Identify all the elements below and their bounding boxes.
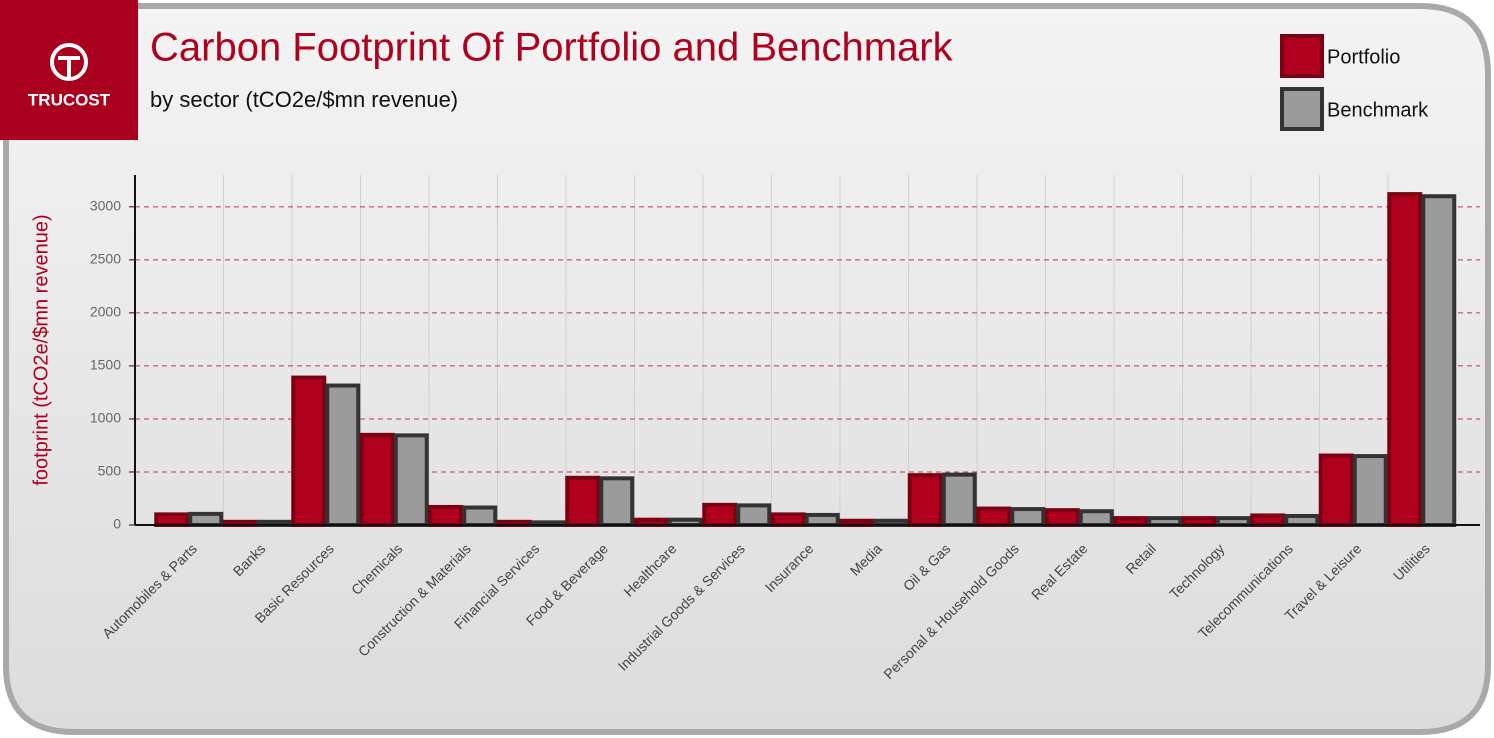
bar: [1352, 454, 1388, 527]
y-axis-title: footprint (tCO2e/$mn revenue): [30, 214, 52, 485]
bar: [393, 433, 429, 527]
bar: [1387, 192, 1423, 527]
bar: [1318, 453, 1354, 527]
bar: [462, 505, 498, 527]
y-tick-label: 500: [98, 463, 122, 479]
y-tick-label: 3000: [90, 198, 121, 214]
bar: [1113, 516, 1149, 528]
logo-text: TRUCOST: [28, 90, 111, 109]
legend-label: Portfolio: [1327, 46, 1400, 68]
bar: [359, 432, 395, 527]
bar: [1010, 507, 1046, 528]
bar: [188, 511, 224, 528]
y-tick-label: 0: [113, 516, 121, 532]
bar: [702, 502, 738, 527]
logo-icon: [50, 43, 88, 81]
bar: [976, 506, 1012, 528]
y-tick-label: 1500: [90, 357, 121, 373]
bar: [1044, 508, 1080, 528]
legend-swatch: [1280, 87, 1324, 131]
bar: [907, 473, 943, 528]
chart-subtitle: by sector (tCO2e/$mn revenue): [150, 87, 458, 112]
bar: [1250, 513, 1286, 527]
bar: [736, 503, 772, 527]
bar: [1078, 509, 1114, 528]
y-tick-label: 1000: [90, 410, 121, 426]
panel: [3, 3, 1491, 735]
legend-label: Benchmark: [1327, 99, 1429, 121]
bar: [1147, 516, 1183, 528]
bar: [599, 476, 635, 528]
chart-title: Carbon Footprint Of Portfolio and Benchm…: [150, 26, 954, 70]
bar: [941, 472, 977, 528]
y-tick-label: 2000: [90, 304, 121, 320]
bar: [325, 383, 361, 527]
bar: [804, 512, 840, 528]
y-tick-label: 2500: [90, 251, 121, 267]
bar: [291, 375, 327, 527]
bar: [565, 475, 601, 528]
bar: [1421, 194, 1457, 527]
bar: [770, 512, 806, 527]
bar: [428, 504, 464, 527]
bar: [154, 512, 190, 527]
bar: [1181, 516, 1217, 528]
bar: [1284, 513, 1320, 528]
bar: [1215, 516, 1251, 528]
legend-swatch: [1280, 34, 1324, 78]
